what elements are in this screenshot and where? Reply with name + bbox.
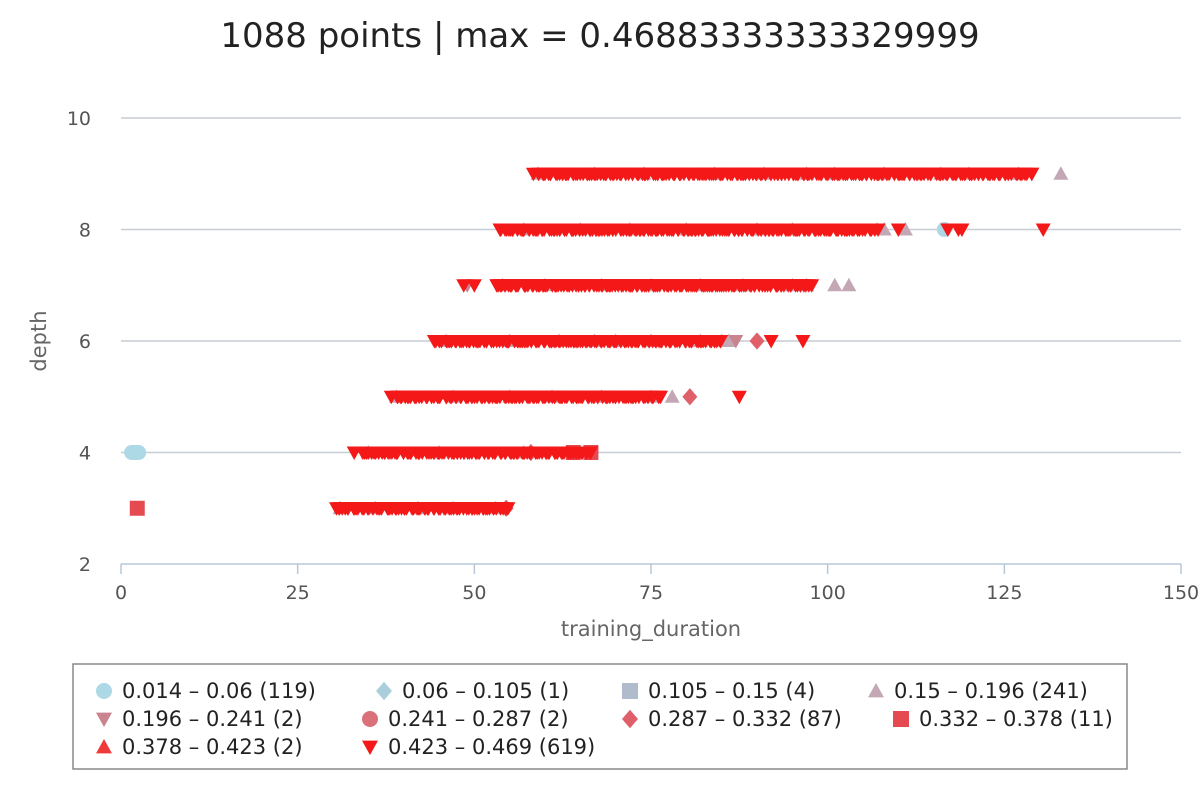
legend: 0.014 – 0.06 (119) 0.06 – 0.105 (1) 0.105 … <box>72 663 1128 770</box>
legend-label: 0.196 – 0.241 (2) <box>122 707 303 731</box>
triangle-up-legend-icon <box>96 739 112 754</box>
series-6 <box>498 332 765 517</box>
x-tick-label: 0 <box>115 582 127 604</box>
data-point <box>728 335 744 349</box>
data-point <box>500 502 516 516</box>
y-tick-label: 8 <box>79 220 91 242</box>
triangle-down-legend-icon <box>96 712 112 727</box>
data-point <box>1035 223 1051 237</box>
legend-label: 0.287 – 0.332 (87) <box>648 707 842 731</box>
x-tick-label: 25 <box>286 582 310 604</box>
diamond-legend-icon <box>376 681 392 701</box>
data-point <box>653 390 669 405</box>
triangle-down-legend-icon <box>362 740 378 755</box>
legend-label: 0.06 – 0.105 (1) <box>402 679 569 703</box>
data-point <box>466 279 482 293</box>
x-tick-label: 75 <box>639 582 663 604</box>
circle-legend-icon <box>96 683 112 699</box>
legend-label: 0.105 – 0.15 (4) <box>648 679 815 703</box>
x-tick-label: 125 <box>986 582 1022 604</box>
diamond-legend-icon <box>622 709 638 729</box>
legend-item[interactable]: 0.423 – 0.469 (619) <box>362 735 595 759</box>
data-point <box>1053 166 1069 180</box>
legend-label: 0.378 – 0.423 (2) <box>122 735 303 759</box>
x-tick-label: 100 <box>810 582 846 604</box>
data-point <box>870 223 886 237</box>
square-legend-icon <box>893 711 909 727</box>
legend-box <box>72 663 1128 770</box>
data-point <box>129 500 145 516</box>
chart-title: 1088 points | max = 0.46883333333329999 <box>220 16 979 56</box>
legend-item[interactable]: 0.014 – 0.06 (119) <box>96 679 316 703</box>
legend-item[interactable]: 0.06 – 0.105 (1) <box>376 679 569 703</box>
data-point <box>583 446 599 460</box>
y-tick-label: 10 <box>67 108 91 130</box>
legend-label: 0.014 – 0.06 (119) <box>122 679 316 703</box>
data-point <box>890 223 906 237</box>
legend-label: 0.241 – 0.287 (2) <box>388 707 569 731</box>
data-point <box>731 390 747 405</box>
data-point <box>721 333 737 347</box>
legend-item[interactable]: 0.241 – 0.287 (2) <box>362 707 569 731</box>
axes <box>120 563 1182 574</box>
data-point <box>763 335 779 349</box>
x-tick-label: 150 <box>1163 582 1199 604</box>
legend-item[interactable]: 0.332 – 0.378 (11) <box>893 707 1113 731</box>
data-point <box>664 389 680 403</box>
data-point <box>749 332 765 350</box>
x-axis-title: training_duration <box>561 617 741 642</box>
data-point <box>804 279 820 293</box>
data-point <box>346 446 362 460</box>
y-tick-label: 2 <box>79 554 91 576</box>
y-axis-title: depth <box>27 310 51 371</box>
data-point <box>954 223 970 237</box>
data-point <box>456 279 472 293</box>
data-point <box>682 388 698 406</box>
square-legend-icon <box>622 683 638 699</box>
data-point <box>897 222 913 236</box>
data-point <box>129 445 145 460</box>
data-point <box>712 335 728 349</box>
x-tick-label: 50 <box>462 582 486 604</box>
legend-item[interactable]: 0.287 – 0.332 (87) <box>622 707 842 731</box>
y-tick-label: 6 <box>79 331 91 353</box>
data-points <box>124 166 1069 517</box>
tick-labels: 0 25 50 75 100 125 150 2 4 6 8 10 <box>67 108 1199 604</box>
legend-item[interactable]: 0.378 – 0.423 (2) <box>96 735 303 759</box>
series-9 <box>328 167 1051 516</box>
legend-item[interactable]: 0.105 – 0.15 (4) <box>622 679 815 703</box>
circle-legend-icon <box>362 711 378 727</box>
legend-label: 0.15 – 0.196 (241) <box>894 679 1088 703</box>
data-point <box>940 223 956 237</box>
data-point <box>827 277 843 292</box>
data-point <box>841 277 857 292</box>
triangle-up-legend-icon <box>868 683 884 698</box>
legend-item[interactable]: 0.15 – 0.196 (241) <box>868 679 1088 703</box>
legend-item[interactable]: 0.196 – 0.241 (2) <box>96 707 303 731</box>
data-point <box>1024 167 1040 182</box>
y-tick-label: 4 <box>79 443 91 465</box>
data-point <box>795 335 811 349</box>
legend-label: 0.423 – 0.469 (619) <box>388 735 595 759</box>
legend-label: 0.332 – 0.378 (11) <box>919 707 1113 731</box>
